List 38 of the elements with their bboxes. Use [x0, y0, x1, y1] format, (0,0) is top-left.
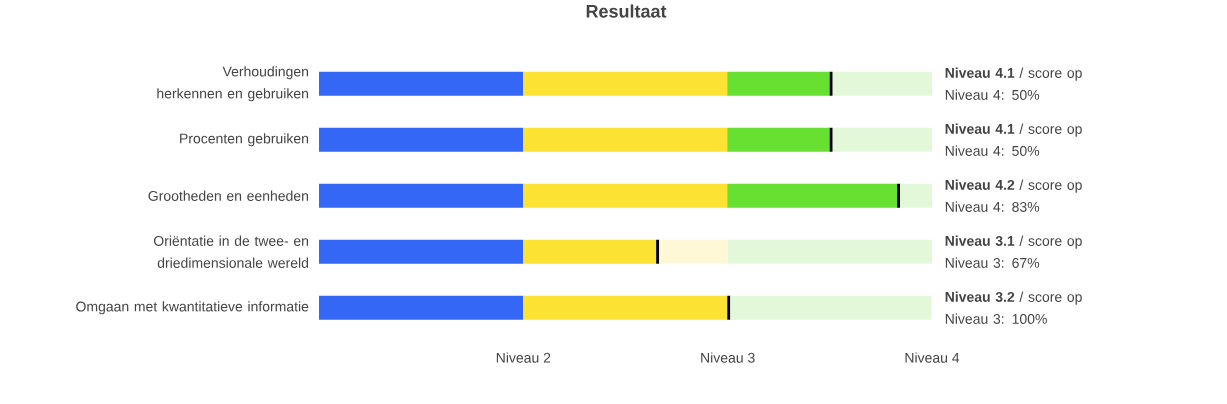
bar: [727, 239, 933, 264]
y-tick-label: Oriëntatie in de twee- en driedimensionale wereld: [153, 235, 309, 269]
bar: [900, 183, 933, 208]
text: Niveau 2: [496, 352, 551, 363]
bar: [659, 239, 728, 264]
bar: [523, 239, 657, 264]
text: Niveau 4: [905, 352, 960, 363]
bar: [523, 295, 728, 320]
bar: [727, 127, 830, 152]
bar: [730, 295, 932, 320]
bar: [523, 71, 728, 96]
bar: [319, 239, 524, 264]
bar: [832, 71, 933, 96]
bar: [319, 127, 524, 152]
text: Niveau 3.1 / score op Niveau 3: 67%: [945, 235, 1082, 269]
y-tick-label: Verhoudingen herkennen en gebruiken: [157, 66, 309, 102]
bar: [523, 183, 728, 208]
bar: [319, 71, 524, 96]
bar: [829, 71, 833, 96]
y-tick-label: Procenten gebruiken: [180, 133, 309, 147]
text: Niveau 4.1 / score op Niveau 4: 50%: [945, 123, 1082, 157]
bar: [727, 71, 830, 96]
bar: [319, 183, 524, 208]
y-tick-label: Grootheden en eenheden: [148, 190, 309, 202]
y-tick-label: Omgaan met kwantitatieve informatie: [76, 301, 309, 315]
bar: [829, 127, 833, 152]
bar: [897, 183, 901, 208]
text: Niveau 3.2 / score op Niveau 3: 100%: [945, 291, 1082, 325]
bar: [523, 127, 728, 152]
text: Niveau 4.1 / score op Niveau 4: 50%: [945, 67, 1082, 101]
text: Niveau 4.2 / score op Niveau 4: 83%: [945, 179, 1082, 213]
bar: [656, 239, 660, 264]
bar: [727, 183, 898, 208]
bar: [727, 295, 731, 320]
bar: [832, 127, 933, 152]
bar: [319, 295, 524, 320]
text: Niveau 3: [701, 352, 755, 363]
chart-title: Resultaat: [586, 4, 667, 18]
